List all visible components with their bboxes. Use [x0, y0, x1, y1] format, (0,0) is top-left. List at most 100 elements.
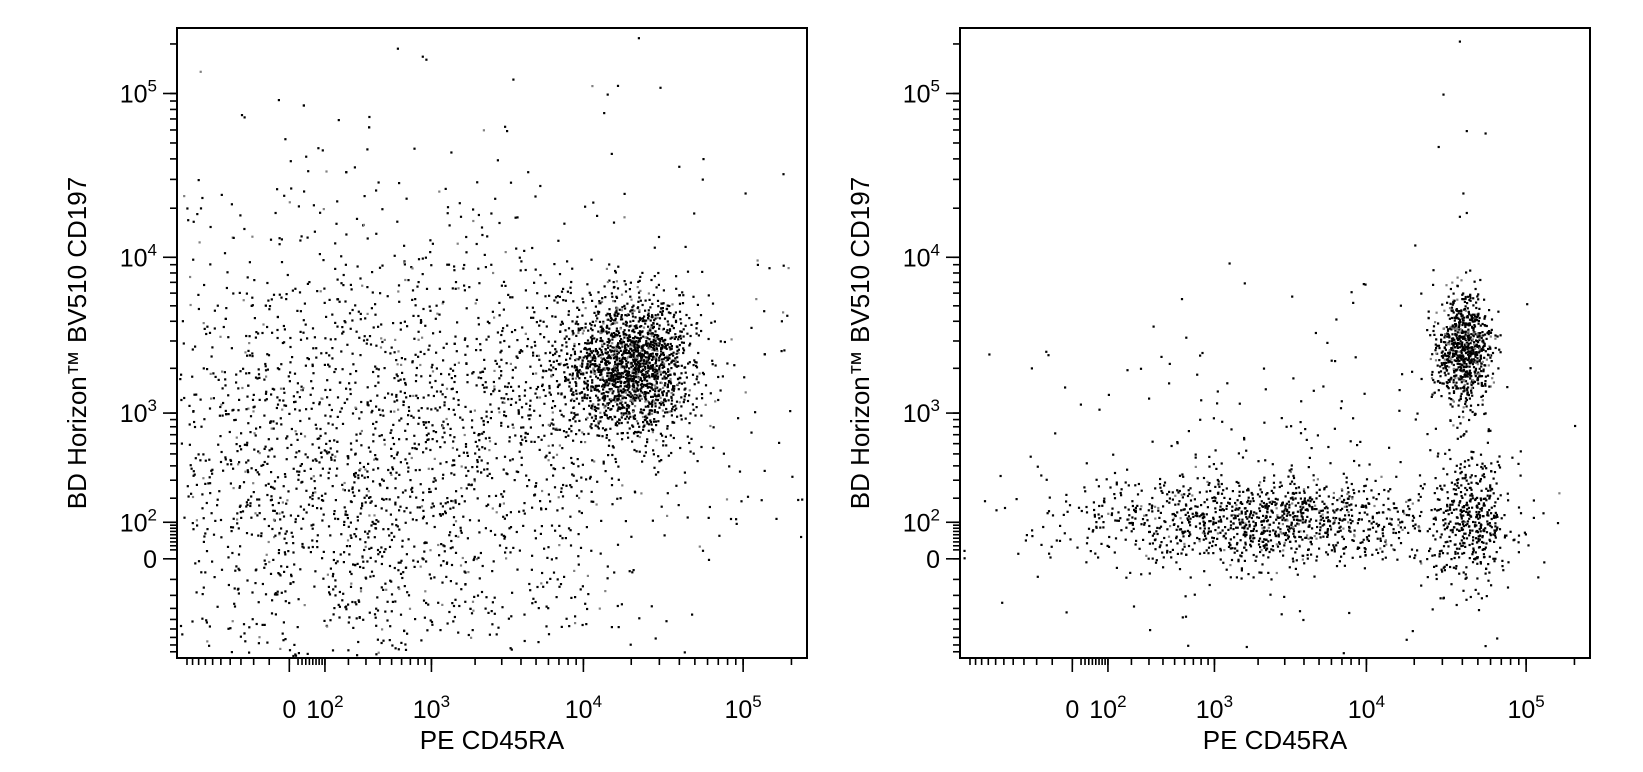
scatter-point: [596, 352, 599, 355]
scatter-point: [296, 382, 299, 385]
scatter-point: [349, 570, 352, 573]
scatter-point: [277, 501, 280, 505]
scatter-point: [648, 353, 651, 356]
scatter-point: [475, 242, 478, 246]
scatter-point: [643, 315, 646, 318]
plot-frame: [176, 27, 808, 659]
scatter-point: [336, 415, 339, 418]
scatter-point: [626, 393, 629, 396]
scatter-point: [624, 323, 627, 326]
scatter-point: [516, 216, 519, 219]
scatter-point: [707, 558, 711, 561]
scatter-point: [653, 319, 656, 322]
scatter-point: [585, 397, 588, 400]
scatter-point: [625, 357, 629, 360]
scatter-point: [197, 293, 200, 296]
scatter-point: [276, 593, 279, 596]
scatter-point: [354, 471, 357, 475]
scatter-point: [500, 397, 503, 400]
scatter-point: [628, 394, 631, 397]
scatter-point: [631, 402, 634, 406]
scatter-point: [1448, 343, 1451, 346]
scatter-point: [257, 332, 260, 335]
scatter-point: [233, 602, 236, 605]
scatter-point: [610, 379, 613, 382]
scatter-point: [499, 503, 502, 506]
scatter-point: [546, 581, 549, 584]
scatter-point: [393, 457, 396, 460]
scatter-point: [1449, 419, 1452, 422]
scatter-point: [693, 383, 696, 386]
scatter-point: [591, 459, 594, 462]
scatter-point: [315, 540, 319, 543]
scatter-point: [621, 395, 624, 398]
scatter-point: [631, 409, 635, 412]
scatter-point: [477, 267, 480, 270]
scatter-point: [615, 295, 618, 298]
scatter-point: [657, 313, 660, 316]
scatter-point: [1460, 377, 1463, 380]
scatter-point: [581, 399, 584, 402]
scatter-point: [555, 453, 559, 456]
scatter-point: [535, 482, 538, 485]
scatter-point: [210, 469, 213, 472]
scatter-point: [359, 538, 362, 541]
scatter-point: [1461, 376, 1464, 379]
scatter-point: [526, 337, 530, 341]
scatter-point: [672, 351, 675, 354]
scatter-point: [280, 565, 283, 568]
scatter-point: [539, 274, 542, 277]
scatter-point: [210, 397, 213, 400]
scatter-point: [511, 591, 514, 594]
scatter-point: [584, 205, 587, 208]
scatter-point: [626, 404, 629, 407]
scatter-point: [604, 296, 607, 299]
scatter-point: [613, 347, 616, 350]
scatter-point: [450, 499, 453, 503]
scatter-point: [542, 369, 545, 372]
scatter-point: [208, 644, 211, 647]
scatter-point: [476, 594, 480, 597]
scatter-point: [328, 354, 331, 357]
scatter-point: [211, 560, 214, 563]
scatter-point: [585, 382, 588, 385]
scatter-point: [594, 357, 597, 360]
scatter-point: [606, 340, 609, 344]
scatter-point: [639, 331, 642, 334]
scatter-point: [617, 386, 620, 389]
scatter-point: [760, 499, 763, 502]
scatter-point: [627, 417, 631, 420]
scatter-point: [661, 391, 664, 394]
scatter-point: [380, 323, 383, 326]
scatter-point: [644, 322, 647, 325]
scatter-point: [324, 432, 327, 435]
scatter-point: [403, 320, 406, 323]
scatter-point: [668, 410, 671, 413]
scatter-point: [636, 344, 639, 347]
scatter-point: [417, 443, 420, 446]
scatter-point: [631, 394, 634, 397]
scatter-point: [189, 464, 192, 467]
scatter-point: [641, 303, 644, 307]
scatter-point: [591, 85, 594, 88]
scatter-point: [617, 391, 620, 394]
scatter-point: [590, 351, 594, 354]
scatter-point: [390, 429, 393, 432]
scatter-point: [340, 407, 343, 410]
scatter-point: [486, 468, 489, 471]
scatter-point: [209, 225, 212, 229]
scatter-point: [584, 441, 587, 444]
scatter-point: [359, 461, 362, 465]
scatter-point: [651, 369, 655, 372]
scatter-point: [583, 396, 586, 400]
scatter-point: [553, 486, 557, 489]
scatter-point: [797, 498, 800, 502]
scatter-point: [644, 391, 647, 394]
scatter-point: [218, 414, 221, 417]
scatter-point: [447, 408, 450, 411]
scatter-point: [584, 355, 587, 358]
scatter-point: [654, 339, 657, 343]
scatter-point: [646, 337, 649, 340]
scatter-point: [1485, 358, 1488, 361]
scatter-point: [611, 453, 614, 457]
